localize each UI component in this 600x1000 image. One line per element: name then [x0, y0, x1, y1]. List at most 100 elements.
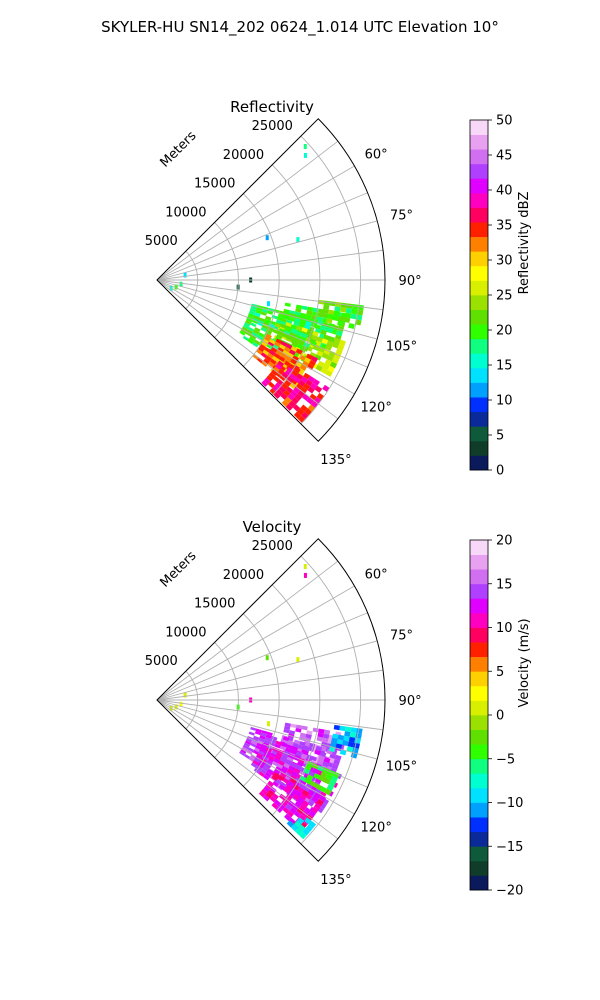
reflectivity-echo-cell	[264, 336, 271, 342]
velocity-echo-cell	[328, 780, 336, 788]
velocity-colorbar-swatch	[470, 729, 488, 745]
velocity-echo-cell	[333, 724, 341, 731]
velocity-echo-cell	[256, 752, 264, 759]
velocity-echo-cell	[280, 800, 288, 807]
reflectivity-echo-cell	[289, 349, 296, 356]
velocity-echo-cell	[253, 757, 261, 764]
velocity-radial-tick-label: 20000	[223, 568, 264, 583]
reflectivity-echo-cell	[303, 357, 311, 364]
reflectivity-echo-cell	[261, 341, 268, 347]
reflectivity-colorbar-swatch	[470, 134, 488, 150]
velocity-colorbar-swatch	[470, 860, 488, 876]
velocity-echo-cell	[293, 820, 302, 828]
velocity-echo-cell	[302, 789, 310, 797]
velocity-echo-cell	[285, 793, 293, 801]
reflectivity-echo-cell	[253, 315, 260, 320]
velocity-echo-cell	[280, 742, 288, 748]
reflectivity-echo-cell	[262, 349, 269, 356]
reflectivity-echo-cell	[306, 363, 314, 371]
reflectivity-echo-cell	[282, 333, 290, 339]
reflectivity-echo-cell	[256, 349, 263, 355]
reflectivity-colorbar-swatch	[470, 309, 488, 325]
reflectivity-echo-cell	[305, 379, 313, 387]
velocity-echo-cell	[288, 790, 296, 798]
reflectivity-echo-cell	[299, 364, 307, 371]
reflectivity-echo-cell	[263, 377, 271, 385]
reflectivity-echo-cell	[293, 376, 301, 384]
velocity-echo-cell	[290, 723, 297, 729]
velocity-echo-cell	[266, 731, 273, 737]
velocity-echo-cell	[287, 755, 295, 762]
velocity-echo-cell	[298, 824, 306, 832]
reflectivity-colorbar-swatch	[470, 178, 488, 194]
velocity-sector-outline	[156, 538, 386, 862]
velocity-azimuth-gridline	[156, 699, 339, 840]
velocity-echo-cell	[293, 739, 301, 745]
velocity-echo-cell	[260, 768, 267, 775]
velocity-echo-cell	[305, 782, 313, 789]
velocity-echo-cell	[349, 732, 357, 738]
velocity-echo-cell	[275, 740, 282, 746]
velocity-echo-cell	[273, 772, 281, 779]
reflectivity-echo-cell	[275, 334, 283, 340]
velocity-radial-tick-label: 5000	[145, 654, 178, 669]
velocity-azimuth-tick-label: 60°	[365, 567, 388, 582]
reflectivity-echo-cell	[283, 315, 290, 320]
velocity-azimuth-gridline	[156, 585, 355, 701]
reflectivity-echo-cell	[301, 360, 309, 368]
velocity-radial-tick-label: 25000	[252, 539, 293, 554]
reflectivity-echo-cell	[284, 396, 292, 404]
reflectivity-echo-cell	[295, 348, 303, 355]
reflectivity-speckle	[265, 235, 269, 241]
velocity-colorbar-swatch	[470, 831, 488, 847]
reflectivity-echo-cell	[255, 309, 262, 315]
reflectivity-echo-cell	[275, 319, 283, 325]
reflectivity-echo-cell	[316, 336, 323, 343]
velocity-echo-cell	[302, 828, 310, 836]
reflectivity-radial-tick-label: 5000	[145, 234, 178, 249]
reflectivity-colorbar-tick-label: 45	[496, 149, 513, 164]
velocity-echo-cell	[288, 765, 296, 772]
velocity-echo-cell	[290, 749, 297, 755]
reflectivity-colorbar-swatch	[470, 163, 488, 179]
reflectivity-echo-cell	[296, 343, 304, 350]
reflectivity-echo-cell	[263, 321, 270, 326]
velocity-echo-cell	[255, 728, 262, 733]
velocity-echo-cell	[299, 803, 307, 811]
reflectivity-echo-cell	[281, 383, 289, 390]
velocity-echo-cell	[258, 771, 265, 778]
reflectivity-echo-cell	[307, 386, 315, 394]
reflectivity-echo-cell	[301, 327, 309, 333]
velocity-echo-cell	[286, 768, 294, 775]
reflectivity-speckle	[179, 281, 183, 287]
velocity-echo-cell	[297, 797, 305, 804]
velocity-colorbar-swatch	[470, 787, 488, 803]
velocity-echo-cell	[324, 788, 332, 796]
reflectivity-echo-cell	[327, 313, 334, 320]
reflectivity-echo-cell	[279, 386, 286, 393]
reflectivity-echo-cell	[285, 403, 293, 411]
reflectivity-echo-cell	[254, 312, 261, 317]
reflectivity-echo-cell	[271, 314, 278, 320]
velocity-speckle	[265, 655, 269, 661]
reflectivity-echo-cell	[250, 334, 257, 340]
velocity-echo-cell	[289, 762, 297, 768]
velocity-echo-cell	[265, 792, 273, 799]
reflectivity-echo-cell	[249, 310, 256, 315]
velocity-echo-cell	[302, 749, 309, 756]
velocity-echo-cell	[278, 781, 286, 788]
reflectivity-echo-cell	[306, 310, 313, 316]
reflectivity-echo-cell	[285, 386, 294, 394]
velocity-colorbar-swatch	[470, 685, 488, 701]
reflectivity-echo-cell	[292, 355, 299, 362]
reflectivity-echo-cell	[331, 357, 340, 364]
velocity-echo-cell	[307, 799, 315, 807]
reflectivity-echo-cell	[293, 366, 301, 374]
velocity-echo-cell	[289, 777, 297, 785]
reflectivity-echo-cell	[312, 378, 320, 386]
reflectivity-echo-cell	[269, 358, 277, 365]
velocity-colorbar-tick-label: −15	[496, 840, 523, 855]
velocity-echo-cell	[313, 773, 321, 780]
reflectivity-echo-cell	[261, 324, 269, 330]
reflectivity-echo-cell	[308, 359, 317, 367]
